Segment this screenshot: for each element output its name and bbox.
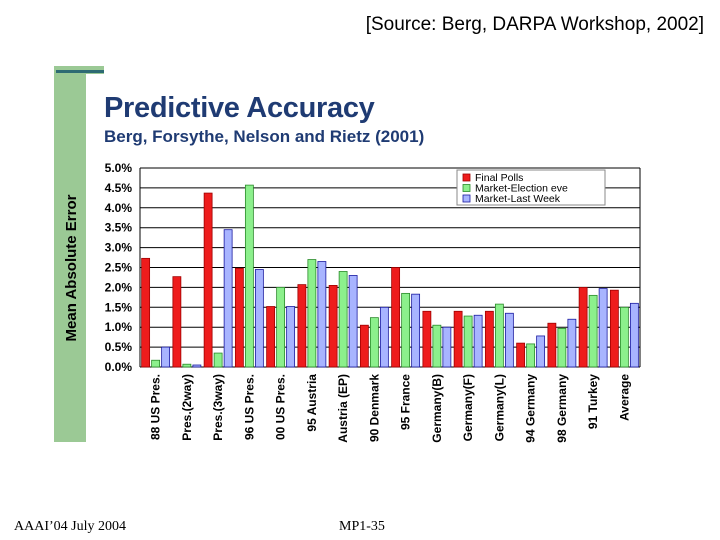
- bar-market-election-eve: [338, 271, 348, 368]
- x-tick-label: Average: [617, 374, 631, 421]
- bar-market-election-eve: [182, 363, 192, 368]
- bar-final-polls: [234, 267, 244, 368]
- slide-accent-line: [56, 70, 104, 73]
- bar-market-election-eve: [401, 292, 411, 368]
- bar-market-last-week: [567, 318, 577, 368]
- bar-market-last-week: [504, 312, 514, 368]
- legend-label: Market-Election eve: [475, 183, 568, 195]
- x-tick-label: Pres.(2way): [180, 374, 194, 441]
- bar-market-last-week: [442, 326, 452, 368]
- bar-final-polls: [141, 257, 151, 368]
- x-tick-label: Austria (EP): [336, 374, 350, 443]
- bar-final-polls: [578, 286, 588, 368]
- bar-final-polls: [547, 322, 557, 368]
- bar-final-polls: [328, 285, 338, 368]
- bar-final-polls: [422, 310, 432, 368]
- bar-market-election-eve: [432, 324, 442, 368]
- slide-subtitle: Berg, Forsythe, Nelson and Rietz (2001): [104, 127, 425, 146]
- bar-market-election-eve: [526, 343, 536, 368]
- y-tick-label: 2.0%: [105, 280, 133, 294]
- x-tick-label: 95 France: [399, 374, 413, 430]
- bars-layer: [141, 184, 639, 368]
- bar-market-last-week: [317, 261, 327, 368]
- bar-market-election-eve: [463, 315, 473, 368]
- bar-market-election-eve: [213, 352, 223, 368]
- x-tick-label: 94 Germany: [524, 374, 538, 443]
- footer-conference: AAAI’04 July 2004: [14, 519, 126, 534]
- bar-market-election-eve: [588, 294, 598, 368]
- x-tick-label: 91 Turkey: [586, 374, 600, 429]
- bar-market-last-week: [411, 293, 421, 368]
- bar-market-election-eve: [151, 359, 161, 368]
- bar-market-election-eve: [494, 303, 504, 368]
- bar-market-election-eve: [307, 259, 317, 368]
- bar-final-polls: [203, 192, 213, 368]
- slide-accent-curve: [86, 74, 126, 114]
- bar-market-last-week: [536, 335, 546, 368]
- y-tick-label: 5.0%: [105, 161, 133, 175]
- bar-market-last-week: [598, 288, 608, 368]
- axis-layer: 0.0% 0.5% 1.0% 1.5% 2.0% 2.5% 3.0% 3.5% 4.0% 4.5%…: [105, 161, 641, 443]
- y-tick-label: 4.0%: [105, 201, 133, 215]
- x-tick-label: Germany(B): [430, 374, 444, 443]
- bar-final-polls: [609, 289, 619, 368]
- y-tick-label: 1.5%: [105, 300, 133, 314]
- bar-market-last-week: [161, 346, 171, 368]
- x-tick-label: 96 US Pres.: [242, 374, 256, 440]
- bar-final-polls: [484, 310, 494, 368]
- bar-final-polls: [359, 324, 369, 368]
- y-tick-label: 0.5%: [105, 340, 133, 354]
- y-tick-label: 4.5%: [105, 181, 133, 195]
- bar-final-polls: [516, 342, 526, 368]
- y-tick-label: 3.0%: [105, 241, 133, 255]
- bar-market-last-week: [192, 364, 202, 368]
- y-tick-label: 3.5%: [105, 221, 133, 235]
- bar-market-election-eve: [276, 286, 286, 368]
- footer-slide-number: MP1-35: [339, 519, 385, 534]
- y-tick-label: 2.5%: [105, 261, 133, 275]
- slide-panel: [54, 66, 666, 442]
- legend-swatch: [462, 173, 471, 182]
- legend-label: Market-Last Week: [475, 193, 561, 205]
- bar-final-polls: [266, 306, 276, 368]
- x-tick-label: Pres.(3way): [211, 374, 225, 441]
- x-tick-label: 90 Denmark: [367, 374, 381, 442]
- bar-market-last-week: [348, 275, 358, 368]
- bar-market-last-week: [223, 229, 233, 368]
- bar-market-election-eve: [619, 306, 629, 368]
- slide-accent-bar: [54, 66, 86, 442]
- x-tick-label: 95 Austria: [305, 374, 319, 432]
- y-axis-label: Mean Absolute Error: [63, 194, 80, 341]
- bar-final-polls: [297, 284, 307, 368]
- legend-box: [456, 169, 606, 206]
- bar-final-polls: [391, 267, 401, 368]
- bar-market-election-eve: [244, 184, 254, 368]
- bar-final-polls: [453, 310, 463, 368]
- bar-market-election-eve: [557, 327, 567, 368]
- legend-swatch: [462, 194, 471, 203]
- x-tick-label: Germany(F): [461, 374, 475, 441]
- x-tick-label: 88 US Pres.: [149, 374, 163, 440]
- legend-swatch: [462, 184, 471, 192]
- bar-market-last-week: [629, 302, 639, 368]
- bar-final-polls: [172, 276, 182, 368]
- bar-market-last-week: [379, 306, 389, 368]
- source-citation: [Source: Berg, DARPA Workshop, 2002]: [365, 14, 704, 35]
- y-tick-label: 0.0%: [105, 360, 133, 374]
- y-tick-label: 1.0%: [105, 320, 133, 334]
- slide-title: Predictive Accuracy: [104, 92, 375, 124]
- x-tick-label: Germany(L): [492, 374, 506, 441]
- bar-market-last-week: [254, 269, 264, 368]
- x-tick-label: 00 US Pres.: [274, 374, 288, 440]
- x-tick-label: 98 Germany: [555, 374, 569, 443]
- bar-market-last-week: [286, 306, 296, 368]
- bar-market-last-week: [473, 314, 483, 368]
- bar-market-election-eve: [369, 317, 379, 368]
- legend-label: Final Polls: [475, 172, 523, 184]
